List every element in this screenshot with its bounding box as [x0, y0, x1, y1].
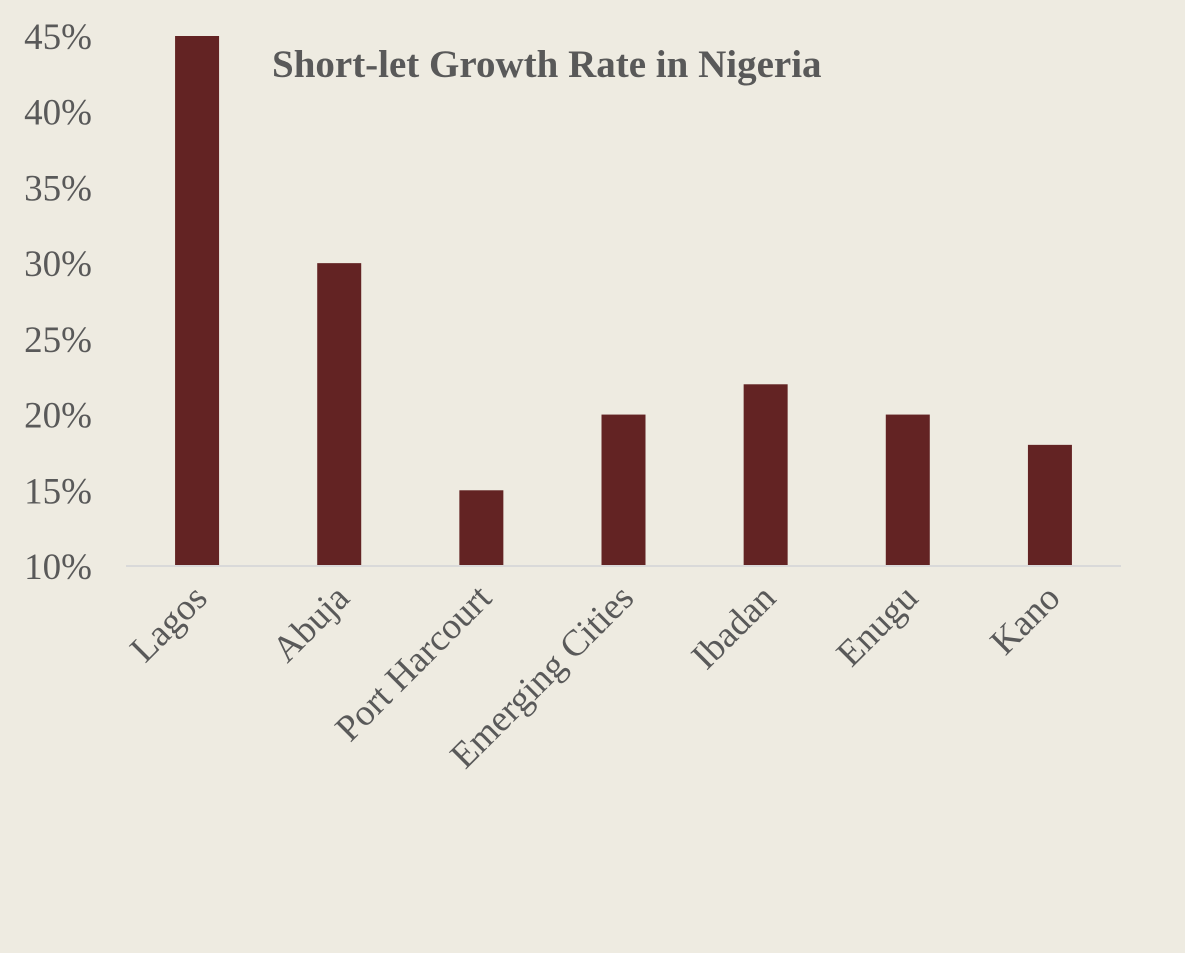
y-tick-label: 35% — [24, 168, 92, 209]
bar-abuja — [317, 263, 362, 566]
y-tick-label: 45% — [24, 17, 92, 58]
y-tick-label: 15% — [24, 471, 92, 512]
y-tick-label: 10% — [24, 547, 92, 588]
bar-ibadan — [743, 384, 788, 566]
bar-port-harcourt — [459, 490, 504, 566]
bar-emerging-cities — [601, 414, 646, 566]
bar-lagos — [175, 36, 220, 566]
bar-enugu — [885, 414, 930, 566]
y-tick-label: 40% — [24, 93, 92, 134]
bar-kano — [1027, 444, 1072, 566]
y-tick-label: 30% — [24, 244, 92, 285]
y-tick-label: 20% — [24, 396, 92, 437]
chart-title: Short-let Growth Rate in Nigeria — [272, 43, 822, 86]
y-tick-label: 25% — [24, 320, 92, 361]
